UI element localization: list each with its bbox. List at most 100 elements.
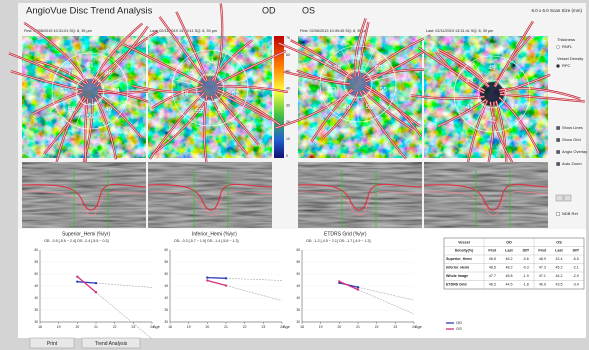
y-tick-label: 60: [34, 248, 38, 252]
sector-line: [472, 105, 486, 128]
sector-line: [54, 76, 78, 86]
trend-point: [224, 277, 228, 280]
sector-line: [75, 55, 85, 79]
table-cell: 42.4: [556, 257, 563, 261]
vessel-core: [310, 88, 353, 143]
sector-line: [215, 53, 227, 76]
sector-label: 49: [488, 65, 496, 72]
vessel-core: [438, 48, 490, 87]
side-option: RPC: [562, 63, 571, 68]
vessel-core: [23, 22, 89, 84]
table-cell: 47.7: [489, 274, 496, 278]
trend-projection: [95, 282, 153, 288]
y-tick-label: 30: [164, 320, 168, 324]
sector-label: 49: [105, 106, 113, 113]
x-tick-label: 23: [393, 325, 397, 329]
legend-label: OS: [456, 326, 462, 331]
bscan: [298, 162, 422, 228]
vessel-core: [149, 92, 205, 160]
vessel-core: [365, 86, 420, 127]
sector-line: [193, 53, 205, 76]
trend-line: [339, 280, 359, 291]
sector-line: [220, 96, 240, 112]
sector-label: 47: [227, 69, 235, 76]
sector-line: [368, 92, 388, 108]
table-cell: -6.5: [573, 257, 579, 261]
chart-subtitle: OD: -1.2 [-4.5 ~ 2.1] OS: -1.7 [-4.9 ~ 1…: [306, 239, 371, 243]
bscan-layer: [147, 183, 273, 211]
table-cell: 48.5: [489, 266, 496, 270]
checkbox[interactable]: [556, 150, 560, 154]
trend-line: [207, 276, 227, 279]
radio-button[interactable]: [556, 64, 560, 68]
checkbox[interactable]: [556, 138, 560, 142]
vessel-core: [91, 23, 143, 84]
vessel-core: [354, 18, 367, 77]
table-subheader: First: [488, 249, 497, 253]
x-tick-label: 19: [57, 325, 61, 329]
app-title: AngioVue Disc Trend Analysis: [26, 6, 153, 17]
table-cell: -0.6: [523, 257, 529, 261]
sector-label: 49: [343, 104, 351, 111]
table-header: OS: [556, 240, 562, 244]
side-option: Thickness: [557, 37, 575, 42]
vessel-core: [216, 91, 271, 120]
side-option: Show Lines: [562, 125, 583, 130]
y-tick-label: 40: [296, 296, 300, 300]
trend-button[interactable]: [81, 337, 141, 349]
table-cell: 44.5: [506, 283, 513, 287]
side-option: Auto Zoom: [562, 161, 582, 166]
vessel-core: [96, 26, 149, 87]
checkbox[interactable]: [556, 126, 560, 130]
radio-button[interactable]: [556, 45, 560, 49]
table-subheader: Diff: [573, 249, 580, 253]
sector-label: 54: [112, 88, 120, 95]
table-cell: 48.2: [506, 266, 513, 270]
trend-button-label[interactable]: Trend Analysis: [95, 341, 128, 347]
vessel-core: [97, 93, 142, 138]
vessel-core: [359, 91, 407, 160]
y-tick-label: 40: [34, 296, 38, 300]
sector-outer: [51, 52, 129, 130]
colorbar-label: 70: [286, 36, 290, 40]
sector-label: 19: [511, 104, 519, 111]
bscan: [148, 162, 272, 228]
trend-point: [224, 284, 228, 287]
vessel-core: [36, 60, 87, 85]
vessel-core: [498, 97, 540, 154]
x-tick-label: 19: [187, 325, 191, 329]
table-subheader: Last: [505, 249, 513, 253]
trend-point: [206, 276, 209, 279]
checkbox[interactable]: [556, 212, 560, 216]
x-tick-label: 21: [356, 325, 360, 329]
image-caption: Last: 02/11/2019 13:23:11 SQ: 8, 39 µm: [150, 29, 217, 33]
checkbox[interactable]: [556, 162, 560, 166]
table-cell: -2.1: [573, 266, 579, 270]
sector-label: 47: [466, 104, 474, 111]
vessel-core: [159, 16, 206, 82]
trend-point: [206, 279, 209, 282]
vessel-core: [216, 50, 287, 85]
sector-line: [172, 79, 197, 86]
sector-label: 52: [232, 91, 240, 98]
table-cell: -3.4: [573, 283, 579, 287]
vessel-core: [498, 87, 581, 100]
x-tick-label: 24: [150, 325, 154, 329]
vessel-core: [489, 101, 514, 165]
table-subheader: Density(%): [455, 249, 474, 253]
sector-line: [341, 49, 353, 72]
table-cell: -2.9: [573, 274, 579, 278]
sector-line: [498, 105, 512, 128]
side-option: RNFL: [562, 44, 573, 49]
table-cell: 47.1: [539, 274, 546, 278]
y-tick-label: 30: [34, 320, 38, 324]
print-button[interactable]: [29, 337, 75, 349]
y-tick-label: 55: [34, 260, 38, 264]
sector-line: [102, 96, 126, 106]
table-cell: 47.3: [539, 266, 546, 270]
bscan: [424, 162, 548, 228]
table-cell: -1.9: [523, 274, 529, 278]
print-button-label[interactable]: Print: [47, 341, 58, 347]
bscan: [22, 162, 146, 228]
bscan-layer: [423, 191, 549, 216]
